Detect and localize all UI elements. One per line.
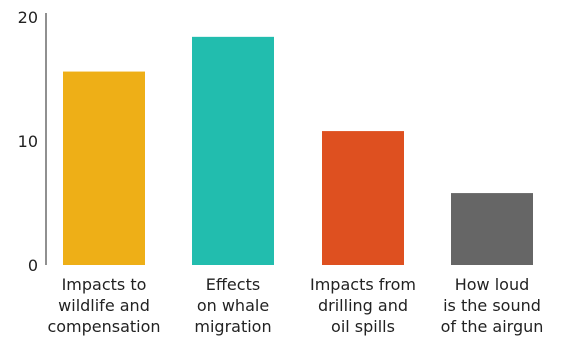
bar — [322, 131, 404, 265]
category-label-line: is the sound — [443, 296, 541, 315]
category-label-line: Impacts to — [62, 275, 147, 294]
category-label-line: of the airgun — [441, 317, 544, 336]
category-label-line: Impacts from — [310, 275, 416, 294]
category-label-line: on whale — [197, 296, 269, 315]
category-label-line: migration — [194, 317, 271, 336]
bar — [192, 36, 274, 266]
category-label-line: How loud — [455, 275, 530, 294]
category-labels: Impacts to wildlife and compensation Effect… — [47, 275, 543, 336]
category-label-line: oil spills — [331, 317, 395, 336]
category-label: Effects on whale migration — [194, 275, 271, 336]
category-label-line: Effects — [206, 275, 260, 294]
bar — [63, 71, 145, 265]
y-tick-label: 0 — [28, 256, 38, 275]
y-tick-labels: 0 10 20 — [18, 8, 38, 275]
category-label: Impacts to wildlife and compensation — [47, 275, 160, 336]
y-tick-label: 10 — [18, 132, 38, 151]
y-tick-label: 20 — [18, 8, 38, 27]
category-label-line: drilling and — [318, 296, 408, 315]
category-label-line: wildlife and — [58, 296, 150, 315]
bars — [63, 36, 533, 266]
bar — [451, 193, 533, 265]
category-label: How loud is the sound of the airgun — [441, 275, 544, 336]
category-label-line: compensation — [47, 317, 160, 336]
category-label: Impacts from drilling and oil spills — [310, 275, 416, 336]
